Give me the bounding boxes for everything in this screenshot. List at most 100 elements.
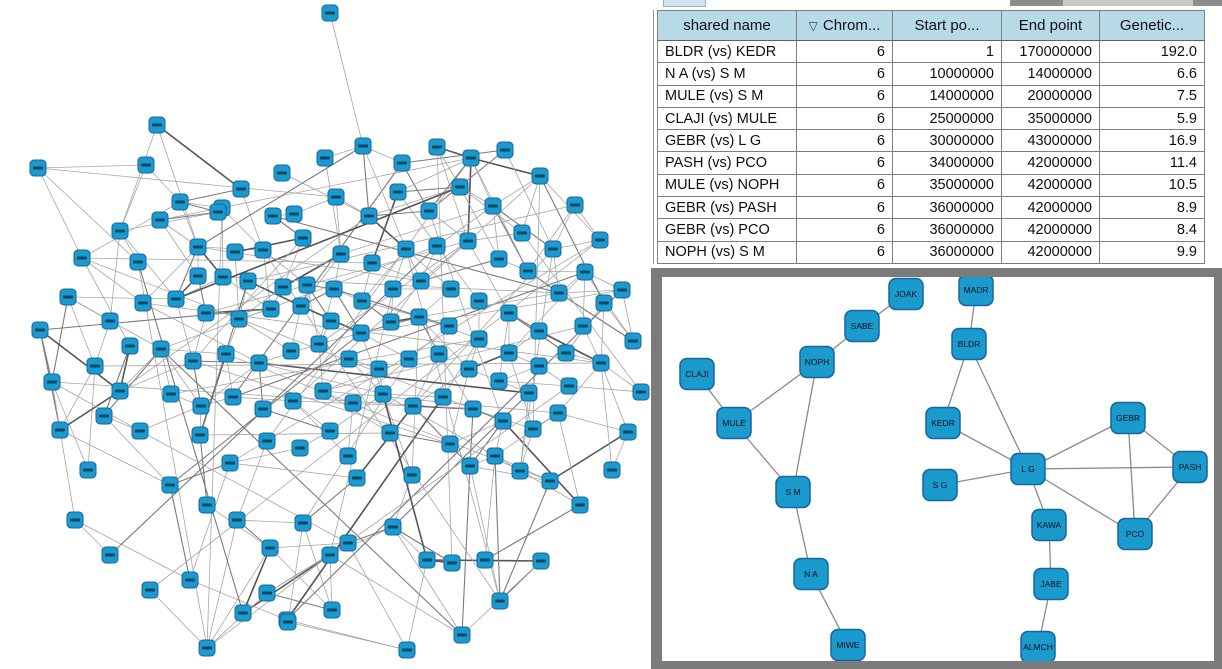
column-header-end-point[interactable]: End point [1001, 10, 1100, 41]
graph-node[interactable] [111, 222, 129, 240]
graph-node[interactable] [428, 138, 446, 156]
graph-node[interactable] [624, 332, 642, 350]
graph-node[interactable] [101, 312, 119, 330]
graph-node[interactable] [389, 183, 407, 201]
graph-node[interactable] [400, 350, 418, 368]
graph-node[interactable] [363, 254, 381, 272]
graph-node[interactable] [189, 238, 207, 256]
graph-node-l-g[interactable]: L G [1010, 452, 1046, 486]
cell-shared-name[interactable]: MULE (vs) S M [657, 84, 797, 108]
graph-node-jabe[interactable]: JABE [1033, 567, 1069, 601]
graph-node[interactable] [403, 466, 421, 484]
graph-node[interactable] [490, 250, 508, 268]
graph-node[interactable] [197, 304, 215, 322]
graph-node[interactable] [491, 592, 509, 610]
cell-value[interactable]: 20000000 [1001, 84, 1100, 108]
graph-node[interactable] [374, 385, 392, 403]
graph-node[interactable] [274, 278, 292, 296]
cell-value[interactable]: 1 [892, 39, 1002, 64]
graph-node-gebr[interactable]: GEBR [1110, 401, 1146, 435]
graph-node[interactable] [285, 205, 303, 223]
graph-node[interactable] [476, 551, 494, 569]
graph-node[interactable] [434, 388, 452, 406]
graph-node-madr[interactable]: MADR [958, 273, 994, 307]
cell-value[interactable]: 43000000 [1001, 129, 1100, 153]
graph-node[interactable] [262, 300, 280, 318]
graph-node[interactable] [321, 4, 339, 22]
graph-node[interactable] [294, 514, 312, 532]
graph-node[interactable] [459, 232, 477, 250]
scrollbar-thumb[interactable] [1063, 0, 1193, 6]
graph-node[interactable] [360, 207, 378, 225]
cell-value[interactable]: 14000000 [892, 84, 1002, 108]
cell-value[interactable]: 6 [796, 106, 893, 131]
graph-node[interactable] [370, 360, 388, 378]
graph-node[interactable] [131, 422, 149, 440]
graph-node[interactable] [322, 312, 340, 330]
cell-shared-name[interactable]: GEBR (vs) L G [657, 129, 797, 153]
graph-node-mule[interactable]: MULE [716, 406, 752, 440]
graph-node[interactable] [258, 432, 276, 450]
graph-node[interactable] [264, 207, 282, 225]
graph-node-almch[interactable]: ALMCH [1020, 630, 1056, 664]
column-header-chromosome[interactable]: ▽ Chrom... [796, 10, 893, 41]
graph-node[interactable] [171, 193, 189, 211]
cell-value[interactable]: 16.9 [1099, 129, 1205, 153]
graph-node[interactable] [470, 292, 488, 310]
cell-value[interactable]: 8.4 [1099, 218, 1205, 242]
cell-value[interactable]: 6 [796, 39, 893, 64]
graph-node[interactable] [592, 354, 610, 372]
graph-node[interactable] [442, 280, 460, 298]
graph-node[interactable] [574, 317, 592, 335]
graph-node[interactable] [224, 388, 242, 406]
graph-node[interactable] [129, 253, 147, 271]
graph-node[interactable] [571, 496, 589, 514]
graph-node[interactable] [291, 439, 309, 457]
cell-shared-name[interactable]: CLAJI (vs) MULE [657, 106, 797, 131]
cell-value[interactable]: 42000000 [1001, 151, 1100, 175]
column-header-start-position[interactable]: Start po... [892, 10, 1002, 41]
graph-node[interactable] [531, 167, 549, 185]
column-header-shared-name[interactable]: shared name [657, 10, 797, 41]
cell-value[interactable]: 10.5 [1099, 173, 1205, 198]
graph-node[interactable] [619, 423, 637, 441]
graph-node[interactable] [294, 229, 312, 247]
graph-node[interactable] [189, 267, 207, 285]
graph-node[interactable] [226, 243, 244, 261]
graph-node[interactable] [134, 294, 152, 312]
graph-node[interactable] [325, 280, 343, 298]
graph-node[interactable] [595, 294, 613, 312]
graph-node[interactable] [273, 164, 291, 182]
graph-node[interactable] [198, 639, 216, 657]
graph-node-noph[interactable]: NOPH [799, 345, 835, 379]
graph-node[interactable] [460, 360, 478, 378]
graph-node[interactable] [520, 384, 538, 402]
graph-node[interactable] [43, 373, 61, 391]
graph-node-kawa[interactable]: KAWA [1031, 508, 1067, 542]
graph-node[interactable] [209, 203, 227, 221]
graph-node[interactable] [591, 231, 609, 249]
graph-node[interactable] [314, 382, 332, 400]
graph-node[interactable] [111, 382, 129, 400]
graph-node[interactable] [29, 159, 47, 177]
cell-value[interactable]: 42000000 [1001, 196, 1100, 220]
cell-value[interactable]: 6 [796, 218, 893, 242]
graph-node[interactable] [339, 534, 357, 552]
graph-node[interactable] [484, 197, 502, 215]
graph-node[interactable] [59, 288, 77, 306]
graph-node[interactable] [470, 330, 488, 348]
cell-value[interactable]: 8.9 [1099, 196, 1205, 220]
cell-value[interactable]: 35000000 [892, 173, 1002, 198]
table-row[interactable]: PASH (vs) PCO 6 34000000 42000000 11.4 [657, 151, 1205, 175]
cell-value[interactable]: 7.5 [1099, 84, 1205, 108]
graph-node[interactable] [66, 511, 84, 529]
table-row[interactable]: N A (vs) S M 6 10000000 14000000 6.6 [657, 62, 1205, 86]
graph-node-pash[interactable]: PASH [1172, 450, 1208, 484]
cell-value[interactable]: 10000000 [892, 62, 1002, 86]
cell-shared-name[interactable]: GEBR (vs) PASH [657, 196, 797, 220]
table-row[interactable]: CLAJI (vs) MULE 6 25000000 35000000 5.9 [657, 106, 1205, 131]
graph-node[interactable] [530, 357, 548, 375]
graph-node-pco[interactable]: PCO [1117, 517, 1153, 551]
graph-node[interactable] [511, 462, 529, 480]
cell-value[interactable]: 6.6 [1099, 62, 1205, 86]
